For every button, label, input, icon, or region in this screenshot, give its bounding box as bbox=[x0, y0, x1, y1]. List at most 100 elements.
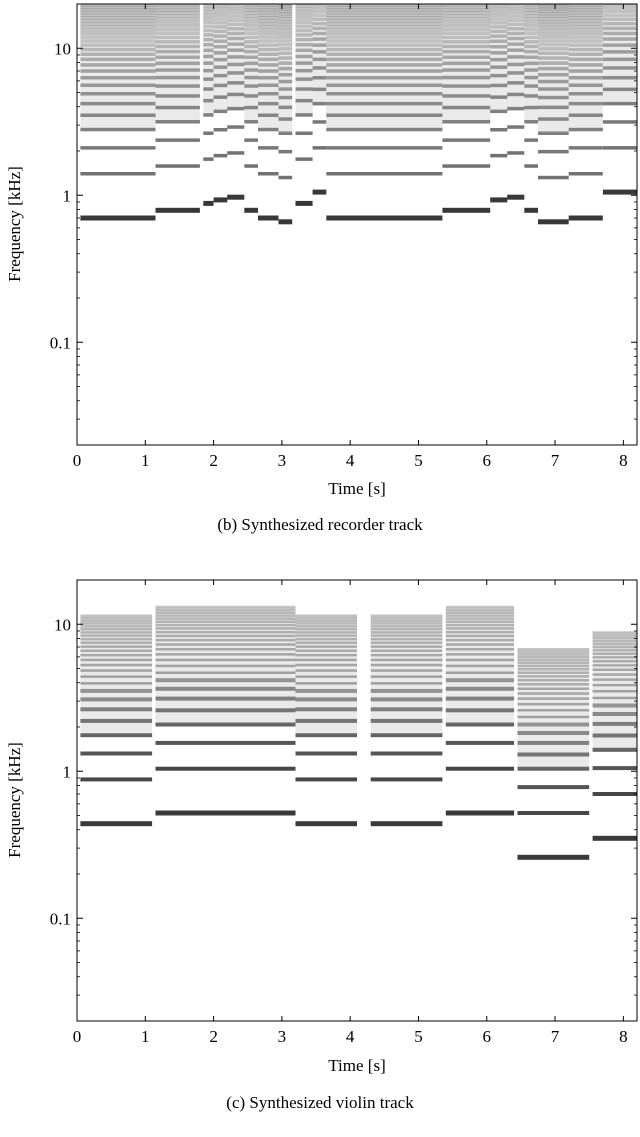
harmonic-recorder-12-7 bbox=[490, 73, 508, 78]
harmonic-violin-3-2 bbox=[370, 777, 443, 782]
harmonic-recorder-5-13 bbox=[244, 44, 258, 49]
x-tick-label-recorder-4: 4 bbox=[346, 451, 355, 470]
harmonic-violin-1-17 bbox=[155, 630, 296, 634]
harmonic-recorder-2-4 bbox=[203, 113, 214, 117]
note-violin-0 bbox=[80, 614, 153, 827]
harmonic-recorder-6-27 bbox=[258, 5, 279, 10]
harmonic-violin-4-15 bbox=[445, 638, 515, 642]
harmonic-violin-4-8 bbox=[445, 678, 515, 683]
harmonic-recorder-10-23 bbox=[326, 16, 443, 20]
harmonic-recorder-15-24 bbox=[538, 17, 569, 21]
harmonic-recorder-5-1 bbox=[244, 207, 258, 213]
harmonic-recorder-8-13 bbox=[295, 37, 313, 42]
harmonic-recorder-3-1 bbox=[213, 197, 228, 203]
harmonic-recorder-12-1 bbox=[490, 197, 508, 203]
harmonic-violin-4-2 bbox=[445, 766, 515, 771]
harmonic-recorder-10-3 bbox=[326, 146, 443, 150]
harmonic-violin-4-17 bbox=[445, 630, 515, 634]
harmonic-recorder-1-13 bbox=[155, 44, 200, 49]
harmonic-violin-0-9 bbox=[80, 682, 153, 685]
harmonic-recorder-6-12 bbox=[258, 57, 279, 62]
harmonic-recorder-13-1 bbox=[507, 194, 525, 200]
harmonic-recorder-9-18 bbox=[312, 5, 327, 10]
harmonic-violin-2-13 bbox=[295, 658, 357, 662]
harmonic-recorder-5-15 bbox=[244, 35, 258, 40]
harmonic-violin-5-19 bbox=[517, 668, 590, 671]
harmonic-recorder-5-3 bbox=[244, 138, 258, 142]
caption-violin: (c) Synthesized violin track bbox=[226, 1093, 414, 1112]
harmonic-violin-2-11 bbox=[295, 669, 357, 672]
harmonic-violin-4-25 bbox=[445, 606, 515, 609]
harmonic-recorder-7-14 bbox=[278, 51, 293, 55]
harmonic-recorder-0-5 bbox=[80, 113, 156, 117]
haze-recorder-17 bbox=[602, 4, 637, 104]
harmonic-recorder-4-6 bbox=[227, 81, 245, 85]
harmonic-recorder-17-12 bbox=[602, 31, 637, 36]
harmonic-violin-0-26 bbox=[80, 614, 153, 617]
harmonic-recorder-5-19 bbox=[244, 20, 258, 25]
harmonic-recorder-11-20 bbox=[442, 17, 491, 21]
harmonic-recorder-4-5 bbox=[227, 92, 245, 97]
harmonic-recorder-14-18 bbox=[524, 24, 538, 28]
x-tick-label-violin-0: 0 bbox=[73, 1027, 82, 1046]
harmonic-violin-1-18 bbox=[155, 627, 296, 630]
harmonic-recorder-13-17 bbox=[507, 14, 525, 19]
harmonic-violin-5-17 bbox=[517, 675, 590, 678]
harmonic-recorder-10-20 bbox=[326, 25, 443, 29]
harmonic-recorder-16-21 bbox=[568, 21, 603, 26]
harmonic-recorder-9-1 bbox=[312, 189, 327, 195]
harmonic-recorder-8-19 bbox=[295, 13, 313, 18]
harmonic-recorder-7-5 bbox=[278, 117, 293, 121]
harmonic-recorder-4-15 bbox=[227, 22, 245, 27]
harmonic-violin-2-26 bbox=[295, 614, 357, 617]
harmonic-violin-1-23 bbox=[155, 611, 296, 615]
harmonic-recorder-12-21 bbox=[490, 4, 508, 8]
harmonic-recorder-12-18 bbox=[490, 13, 508, 18]
x-tick-label-recorder-8: 8 bbox=[619, 451, 628, 470]
x-tick-label-violin-3: 3 bbox=[278, 1027, 287, 1046]
harmonic-recorder-11-22 bbox=[442, 11, 491, 15]
harmonic-recorder-16-5 bbox=[568, 113, 603, 117]
chart-recorder: 0 1 2 3 4 5 6 7 8 0.1 1 10 Time [s] Frequency [kHz]… bbox=[5, 3, 638, 534]
haze-recorder-14 bbox=[524, 4, 538, 122]
harmonic-recorder-0-19 bbox=[80, 28, 156, 32]
harmonic-recorder-17-15 bbox=[602, 17, 637, 21]
harmonic-recorder-17-11 bbox=[602, 37, 637, 41]
harmonic-recorder-12-16 bbox=[490, 21, 508, 25]
harmonic-recorder-7-13 bbox=[278, 56, 293, 60]
harmonic-recorder-7-10 bbox=[278, 73, 293, 77]
note-recorder-1 bbox=[155, 4, 200, 213]
harmonic-recorder-7-18 bbox=[278, 35, 293, 39]
haze-recorder-2 bbox=[203, 4, 214, 115]
harmonic-recorder-6-21 bbox=[258, 21, 279, 26]
harmonic-recorder-13-15 bbox=[507, 22, 525, 27]
harmonic-recorder-13-20 bbox=[507, 4, 525, 8]
harmonic-recorder-2-20 bbox=[203, 10, 214, 14]
harmonic-recorder-15-1 bbox=[538, 219, 569, 225]
harmonic-recorder-14-22 bbox=[524, 11, 538, 15]
harmonic-recorder-14-21 bbox=[524, 14, 538, 18]
x-tick-label-recorder-1: 1 bbox=[141, 451, 150, 470]
harmonic-violin-6-2 bbox=[592, 792, 637, 796]
harmonic-recorder-13-3 bbox=[507, 125, 525, 129]
harmonic-recorder-1-1 bbox=[155, 207, 200, 213]
harmonic-violin-5-21 bbox=[517, 661, 590, 665]
harmonic-violin-2-7 bbox=[295, 697, 357, 702]
haze-recorder-5 bbox=[244, 4, 258, 122]
harmonic-recorder-0-26 bbox=[80, 8, 156, 12]
harmonic-violin-1-14 bbox=[155, 643, 296, 646]
y-tick-label-violin-0: 0.1 bbox=[50, 909, 71, 928]
haze-recorder-12 bbox=[490, 4, 508, 112]
harmonic-violin-0-2 bbox=[80, 777, 153, 782]
haze-recorder-1 bbox=[155, 4, 200, 122]
harmonic-recorder-16-24 bbox=[568, 13, 603, 17]
harmonic-recorder-10-18 bbox=[326, 31, 443, 36]
harmonic-recorder-10-25 bbox=[326, 10, 443, 15]
harmonic-recorder-17-4 bbox=[602, 101, 637, 106]
harmonic-recorder-15-16 bbox=[538, 43, 569, 47]
harmonic-recorder-8-10 bbox=[295, 54, 313, 59]
harmonic-recorder-1-25 bbox=[155, 4, 200, 7]
chart-violin: 0 1 2 3 4 5 6 7 8 0.1 1 10 Time [s] Frequency [kHz]… bbox=[5, 579, 638, 1112]
harmonic-violin-4-7 bbox=[445, 686, 515, 691]
harmonic-recorder-0-14 bbox=[80, 47, 156, 52]
